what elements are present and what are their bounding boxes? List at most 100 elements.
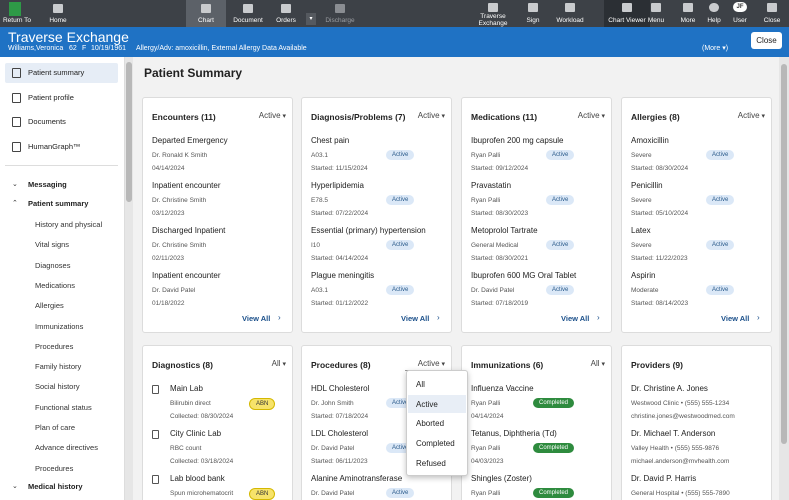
card-filter[interactable]: Active ▾	[725, 111, 765, 120]
item-name[interactable]: Metoprolol Tartrate	[471, 226, 538, 235]
item-name[interactable]: Chest pain	[311, 136, 350, 145]
item-name[interactable]: Dr. Michael T. Anderson	[631, 429, 716, 438]
item-name[interactable]: City Clinic Lab	[170, 429, 222, 438]
item-name[interactable]: Shingles (Zoster)	[471, 474, 532, 483]
section-chevron[interactable]: ⌄	[12, 181, 18, 188]
view-all-chevron[interactable]: ›	[757, 313, 760, 322]
return-icon[interactable]	[9, 2, 21, 16]
more-link[interactable]: (More ▾)	[702, 45, 729, 52]
view-all[interactable]: View All	[401, 314, 430, 323]
card-filter[interactable]: Active ▾	[405, 359, 445, 368]
card-filter[interactable]: Active ▾	[405, 111, 445, 120]
item-name[interactable]: Inpatient encounter	[152, 181, 221, 190]
dropdown-option[interactable]: Refused	[408, 454, 466, 472]
filter-value: All	[590, 359, 600, 368]
orders-dropdown[interactable]: ▾	[306, 13, 316, 25]
toolbar-button[interactable]: Chart	[186, 0, 226, 27]
section-link[interactable]: Functional status	[35, 402, 92, 412]
view-all-chevron[interactable]: ›	[437, 313, 440, 322]
item-date: Started: 01/12/2022	[311, 300, 369, 307]
item-name[interactable]: Influenza Vaccine	[471, 384, 534, 393]
card-filter[interactable]: All ▾	[246, 359, 286, 368]
nav-item[interactable]: Patient profile	[5, 88, 118, 108]
toolbar-button[interactable]: Traverse Exchange	[470, 0, 516, 27]
item-name[interactable]: Aspirin	[631, 271, 656, 280]
toolbar-label: Sign	[526, 17, 540, 24]
item-name[interactable]: LDL Cholesterol	[311, 429, 369, 438]
item-detail: Severe	[631, 152, 652, 159]
section-link[interactable]: Vital signs	[35, 240, 70, 250]
toolbar-button[interactable]: Help	[700, 0, 728, 27]
toolbar-button[interactable]: Chart Viewer	[604, 0, 650, 27]
view-all-chevron[interactable]: ›	[597, 313, 600, 322]
item-name[interactable]: Ibuprofen 600 MG Oral Tablet	[471, 271, 577, 280]
item-name[interactable]: Pravastatin	[471, 181, 512, 190]
dropdown-option[interactable]: Completed	[408, 434, 466, 452]
item-name[interactable]: Latex	[631, 226, 651, 235]
section-link[interactable]: Allergies	[35, 301, 64, 311]
card-filter[interactable]: Active ▾	[246, 111, 286, 120]
toolbar-button[interactable]: Close	[758, 0, 786, 27]
item-date: Started: 11/15/2024	[311, 165, 368, 172]
toolbar-button[interactable]: Document	[228, 0, 268, 27]
dropdown-option[interactable]: Active	[408, 394, 466, 413]
section-link[interactable]: Social history	[35, 382, 80, 392]
card-filter[interactable]: Active ▾	[565, 111, 605, 120]
icon	[152, 430, 159, 439]
item-name[interactable]: Main Lab	[170, 384, 203, 393]
view-all[interactable]: View All	[242, 314, 271, 323]
toolbar-button[interactable]: Workload	[556, 0, 584, 27]
nav-item[interactable]: Patient summary	[5, 63, 118, 83]
section-chevron[interactable]: ⌄	[12, 483, 18, 490]
section-link[interactable]: History and physical	[35, 220, 103, 229]
toolbar-button[interactable]: Discharge	[320, 0, 360, 27]
card-filter[interactable]: All ▾	[565, 359, 605, 368]
item-name[interactable]: Tetanus, Diphtheria (Td)	[471, 429, 557, 438]
section-label[interactable]: Messaging	[28, 180, 67, 189]
dropdown-option[interactable]: Aborted	[408, 414, 466, 432]
item-name[interactable]: HDL Cholesterol	[311, 384, 370, 393]
section-link[interactable]: Medications	[35, 280, 76, 290]
item-name[interactable]: Dr. Christine A. Jones	[631, 384, 708, 393]
toolbar-button[interactable]: JF User	[726, 0, 754, 27]
section-label[interactable]: Medical history	[28, 482, 83, 491]
section-link[interactable]: Family history	[35, 362, 82, 372]
patient-age: 62	[69, 45, 77, 52]
item-name[interactable]: Penicillin	[631, 181, 663, 190]
section-chevron[interactable]: ⌃	[12, 200, 18, 207]
status-badge: Active	[546, 150, 575, 160]
return-to[interactable]: Return To	[2, 17, 32, 24]
item-name[interactable]: Essential (primary) hypertension	[311, 226, 426, 235]
item-detail: General Medical	[471, 242, 519, 249]
item-name[interactable]: Dr. David P. Harris	[631, 474, 697, 483]
section-link[interactable]: Immunizations	[35, 321, 84, 331]
item-name[interactable]: Lab blood bank	[170, 474, 225, 483]
dropdown-option[interactable]: All	[408, 375, 466, 393]
item-name[interactable]: Plague meningitis	[311, 271, 375, 280]
nav-item[interactable]: Documents	[5, 112, 118, 132]
toolbar-button[interactable]: More	[674, 0, 702, 27]
toolbar-button[interactable]: Home	[38, 0, 78, 27]
section-link[interactable]: Advance directives	[35, 443, 98, 453]
toolbar-button[interactable]: Orders	[266, 0, 306, 27]
item-name[interactable]: Amoxicillin	[631, 136, 669, 145]
summary-card: Diagnostics (8) All ▾ Main Lab Bilirubin di…	[142, 345, 293, 500]
section-link[interactable]: Diagnoses	[35, 260, 71, 270]
item-name[interactable]: Hyperlipidemia	[311, 181, 364, 190]
view-all[interactable]: View All	[721, 314, 750, 323]
view-all-chevron[interactable]: ›	[278, 313, 281, 322]
toolbar-button[interactable]: Sign	[519, 0, 547, 27]
section-label[interactable]: Patient summary	[28, 199, 89, 208]
nav-item[interactable]: HumanGraph™	[5, 137, 118, 157]
section-link[interactable]: Plan of care	[35, 423, 76, 432]
section-link[interactable]: Procedures	[35, 341, 74, 351]
close-button[interactable]: Close	[751, 32, 782, 49]
item-name[interactable]: Discharged Inpatient	[152, 226, 226, 235]
item-name[interactable]: Alanine Aminotransferase	[311, 474, 403, 483]
item-name[interactable]: Inpatient encounter	[152, 271, 221, 280]
item-name[interactable]: Departed Emergency	[152, 136, 228, 145]
view-all[interactable]: View All	[561, 314, 590, 323]
item-name[interactable]: Ibuprofen 200 mg capsule	[471, 136, 564, 145]
section-link[interactable]: Procedures	[35, 463, 74, 473]
toolbar-button[interactable]: Menu	[642, 0, 670, 27]
